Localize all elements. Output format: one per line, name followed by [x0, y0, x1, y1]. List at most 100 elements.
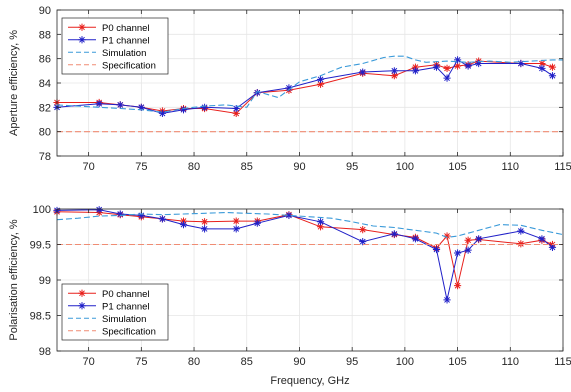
x-tick-label: 75 [135, 356, 147, 368]
data-point [390, 72, 398, 80]
legend-item: P0 channel [68, 23, 150, 34]
legend-item: Simulation [68, 314, 146, 325]
data-point [232, 225, 240, 233]
x-tick-label: 90 [293, 356, 305, 368]
x-tick-label: 90 [293, 161, 305, 173]
data-point [232, 109, 240, 118]
y-tick-label: 90 [39, 5, 51, 17]
legend-marker [78, 302, 86, 310]
legend-item: P1 channel [68, 35, 150, 46]
data-point [316, 75, 325, 83]
data-point [95, 100, 103, 108]
x-axis-label: Frequency, GHz [270, 375, 349, 387]
x-tick-label: 95 [346, 356, 358, 368]
data-point [475, 235, 483, 243]
data-point [453, 56, 462, 64]
data-point [464, 246, 472, 254]
data-point [116, 101, 124, 109]
data-point [316, 223, 325, 231]
data-point [390, 230, 398, 238]
legend-label: P1 channel [102, 35, 150, 46]
legend-label: P0 channel [102, 289, 150, 300]
data-point [443, 64, 451, 72]
x-tick-label: 85 [241, 356, 253, 368]
data-point [200, 218, 209, 226]
x-tick-label: 110 [502, 356, 520, 368]
x-tick-label: 80 [188, 161, 200, 173]
data-point [232, 217, 240, 225]
x-tick-label: 105 [448, 356, 466, 368]
legend-label: Specification [102, 326, 156, 337]
y-tick-label: 99 [39, 275, 51, 287]
data-point [475, 59, 483, 68]
y-tick-label: 84 [39, 78, 51, 90]
x-tick-label: 70 [83, 161, 95, 173]
data-point [232, 104, 240, 113]
data-point [116, 210, 124, 218]
legend-item: P1 channel [68, 301, 150, 312]
data-point [253, 89, 261, 97]
y-tick-label: 98 [39, 346, 51, 358]
data-point [432, 63, 441, 71]
data-point [359, 225, 367, 234]
y-tick-label: 80 [39, 127, 51, 139]
series-simulation [56, 211, 564, 238]
data-point [411, 67, 420, 75]
y-tick-label: 99.5 [30, 240, 51, 252]
data-point [390, 67, 398, 75]
data-point [285, 84, 293, 92]
legend-item: Simulation [68, 48, 146, 59]
data-point [359, 68, 367, 76]
data-point [443, 296, 451, 304]
y-tick-label: 86 [39, 54, 51, 66]
data-point [316, 218, 325, 226]
legend-label: Simulation [102, 314, 146, 325]
series-line [57, 60, 553, 114]
data-point [179, 221, 188, 229]
legend-label: Specification [102, 60, 156, 71]
x-tick-label: 100 [396, 356, 414, 368]
x-tick-label: 75 [135, 161, 147, 173]
x-tick-label: 115 [554, 356, 571, 368]
series-line [56, 211, 553, 286]
series-p1-channel [53, 56, 557, 118]
legend-marker [78, 36, 86, 44]
chart-panel-1: 70 75 80 85 90 95 100 105 110 115 78 80 82 84 86 88 90 Ap… [8, 5, 571, 173]
data-point [158, 109, 167, 118]
data-point [517, 227, 525, 235]
x-tick-label: 110 [502, 161, 520, 173]
y-tick-label: 78 [39, 151, 51, 163]
legend-marker [78, 23, 86, 31]
data-point [453, 249, 462, 257]
data-point [538, 235, 546, 243]
data-point [443, 232, 451, 240]
data-point [453, 62, 462, 70]
data-point [464, 236, 472, 244]
legend-label: P1 channel [102, 301, 150, 312]
y-axis-label: Polarisation efficiency, % [8, 219, 20, 340]
y-tick-label: 82 [39, 102, 51, 114]
data-point [548, 243, 557, 251]
y-tick-label: 88 [39, 29, 51, 41]
x-tick-label: 115 [554, 161, 571, 173]
x-tick-label: 100 [396, 161, 414, 173]
y-axis-label: Aperture efficiency, % [8, 30, 20, 136]
data-point [517, 240, 525, 248]
data-point [137, 103, 145, 111]
data-point [316, 80, 325, 88]
data-point [432, 245, 441, 254]
data-point [200, 225, 209, 233]
data-point [411, 63, 420, 71]
data-point [95, 206, 103, 214]
series-line [56, 211, 564, 238]
data-point [548, 72, 557, 80]
data-point [548, 63, 557, 71]
x-tick-label: 85 [241, 161, 253, 173]
y-tick-label: 100 [33, 204, 51, 216]
x-tick-label: 95 [346, 161, 358, 173]
data-point [285, 211, 293, 219]
y-tick-label: 98.5 [30, 311, 51, 323]
legend-item: P0 channel [68, 289, 150, 300]
